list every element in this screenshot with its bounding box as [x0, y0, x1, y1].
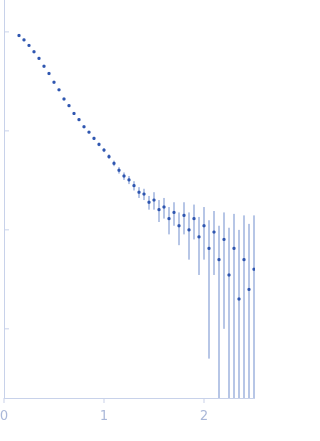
data-point [47, 71, 51, 76]
data-point [102, 148, 106, 152]
data-point [52, 80, 56, 84]
x-tick-label: 1 [100, 409, 108, 424]
data-point [27, 43, 31, 48]
data-point [152, 198, 156, 202]
data-point [132, 183, 136, 188]
data-point [167, 216, 171, 221]
data-point [92, 136, 96, 140]
data-point [22, 38, 26, 42]
data-point [137, 190, 141, 194]
data-point [142, 192, 146, 196]
x-tick-label: 0 [0, 409, 8, 424]
data-point [177, 224, 181, 228]
data-point [62, 97, 66, 101]
data-point [237, 297, 241, 301]
data-point [192, 216, 196, 221]
data-point [87, 130, 91, 134]
plot-area [17, 33, 255, 398]
data-point [247, 287, 251, 292]
data-point [212, 230, 216, 234]
data-point [187, 228, 191, 232]
data-point [197, 235, 201, 239]
data-point [172, 210, 176, 215]
data-point [72, 111, 76, 116]
data-point [202, 224, 206, 228]
data-point [182, 213, 186, 217]
data-point [57, 88, 61, 92]
data-point [252, 267, 255, 271]
data-point [112, 161, 116, 165]
data-point [232, 246, 236, 250]
data-point [17, 33, 21, 38]
data-point [42, 64, 46, 68]
data-point [222, 237, 226, 242]
data-point [227, 273, 231, 277]
data-point [107, 154, 111, 159]
data-point [242, 258, 246, 262]
data-point [117, 168, 121, 172]
data-point [122, 174, 126, 178]
chart: 0 1 2 [0, 0, 255, 424]
data-point [162, 205, 166, 209]
data-point [127, 178, 131, 182]
data-point [207, 246, 211, 250]
data-point [77, 117, 81, 122]
data-point [82, 125, 86, 129]
data-point [37, 56, 41, 60]
data-point [147, 200, 151, 204]
data-point [67, 104, 71, 108]
data-point [32, 50, 36, 54]
data-point [217, 258, 221, 262]
data-point [97, 142, 101, 146]
x-tick-label: 2 [200, 409, 208, 424]
data-point [157, 208, 161, 212]
